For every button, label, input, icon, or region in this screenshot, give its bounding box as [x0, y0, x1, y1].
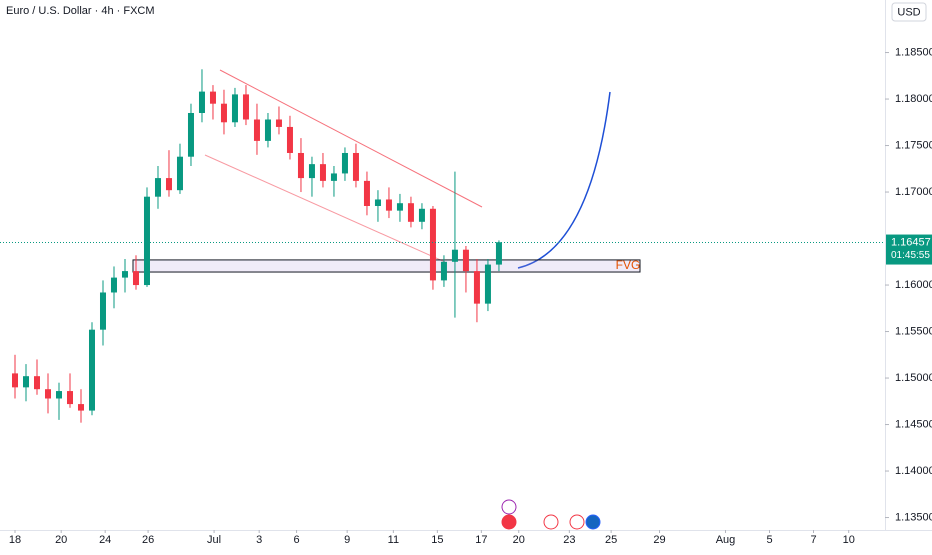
- fvg-label: FVG: [616, 258, 641, 272]
- candle-body: [154, 178, 161, 197]
- y-tick-label: 1.16000: [895, 279, 932, 291]
- candle-body: [429, 208, 436, 281]
- event-icon: [569, 514, 585, 530]
- x-tick-label: 10: [843, 534, 855, 546]
- candle-body: [220, 103, 227, 123]
- candle-body: [165, 178, 172, 191]
- candle-body: [242, 94, 249, 120]
- y-tick-label: 1.17000: [895, 186, 932, 198]
- candle-body: [176, 156, 183, 191]
- x-tick-label: 20: [513, 534, 525, 546]
- candle-body: [33, 376, 40, 390]
- event-icon: [543, 514, 559, 530]
- x-tick-label: Aug: [716, 534, 736, 546]
- x-tick-label: 25: [605, 534, 617, 546]
- channel-lower: [204, 154, 446, 263]
- x-tick-label: 20: [55, 534, 67, 546]
- currency[interactable]: USD: [897, 6, 920, 18]
- last-price-label: 1.16457: [891, 236, 931, 248]
- candle-body: [418, 208, 425, 222]
- event-icon: [501, 499, 517, 515]
- x-tick-label: 6: [294, 534, 300, 546]
- candle-body: [385, 199, 392, 211]
- x-tick-label: 17: [475, 534, 487, 546]
- candle-body: [77, 404, 84, 411]
- y-tick-label: 1.18500: [895, 46, 932, 58]
- x-tick-label: 18: [9, 534, 21, 546]
- x-tick-label: 5: [766, 534, 772, 546]
- candle-body: [286, 126, 293, 153]
- candle-body: [407, 203, 414, 222]
- candle-body: [110, 277, 117, 293]
- candle-body: [440, 261, 447, 281]
- chart-title: Euro / U.S. Dollar · 4h · FXCM: [6, 5, 155, 17]
- x-tick-label: Jul: [207, 534, 221, 546]
- x-tick-label: 15: [431, 534, 443, 546]
- x-tick-label: 26: [142, 534, 154, 546]
- candle-body: [374, 199, 381, 206]
- candle-body: [55, 391, 62, 399]
- candle-body: [341, 152, 348, 174]
- candle-body: [132, 271, 139, 286]
- projection-curve: [517, 91, 611, 269]
- candle-body: [143, 196, 150, 286]
- candle-body: [473, 271, 480, 304]
- candle-body: [12, 373, 19, 388]
- candle-body: [121, 271, 128, 278]
- candle-body: [396, 203, 403, 211]
- y-tick-label: 1.17500: [895, 139, 932, 151]
- x-tick-label: 3: [256, 534, 262, 546]
- y-tick-label: 1.13500: [895, 511, 932, 523]
- candle-body: [231, 94, 238, 123]
- y-tick-label: 1.14500: [895, 418, 932, 430]
- candle-body: [88, 329, 95, 411]
- y-tick-label: 1.15500: [895, 325, 932, 337]
- last-price-box: [886, 234, 932, 265]
- candle-body: [198, 91, 205, 113]
- channel-upper: [219, 69, 483, 208]
- x-tick-label: 9: [344, 534, 350, 546]
- candle-body: [209, 91, 216, 104]
- y-tick-label: 1.18000: [895, 93, 932, 105]
- event-icon: [585, 514, 601, 530]
- candle-body: [187, 112, 194, 157]
- candle-body: [66, 391, 73, 405]
- candle-body: [330, 173, 337, 181]
- fvg-zone: [132, 259, 641, 273]
- x-tick-label: 23: [563, 534, 575, 546]
- event-icon: [501, 514, 517, 530]
- candle-body: [308, 164, 315, 179]
- candle-body: [99, 292, 106, 330]
- x-tick-label: 24: [99, 534, 111, 546]
- currency-button[interactable]: [891, 2, 927, 22]
- candle-body: [264, 119, 271, 141]
- candle-body: [352, 152, 359, 181]
- candle-body: [451, 249, 458, 262]
- x-tick-label: 11: [388, 534, 399, 546]
- candle-body: [462, 249, 469, 272]
- candle-body: [23, 376, 30, 388]
- candle-body: [275, 119, 282, 127]
- event-icons: [501, 499, 601, 530]
- candle-body: [44, 389, 51, 399]
- candle-body: [319, 164, 326, 181]
- candle-body: [253, 119, 260, 141]
- x-tick-label: 7: [810, 534, 816, 546]
- x-tick-label: 29: [653, 534, 665, 546]
- candle-body: [297, 152, 304, 179]
- y-tick-label: 1.15000: [895, 372, 932, 384]
- countdown-label: 01:45:55: [891, 250, 930, 261]
- candle-body: [363, 180, 370, 206]
- candle-body: [484, 264, 491, 304]
- candle-body: [495, 242, 502, 265]
- y-tick-label: 1.14000: [895, 465, 932, 477]
